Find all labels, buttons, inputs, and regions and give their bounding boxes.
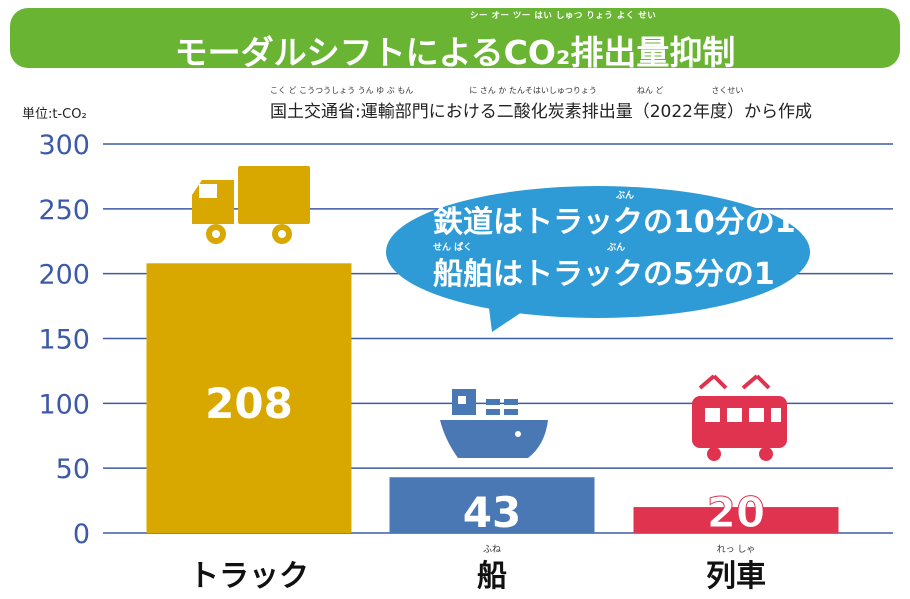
source-ruby: こく ど こうつうしょう うん ゆ ぶ もん に さん か たんそはいしゅつりょ… [270,86,744,95]
data-labels: 208 43 20 [205,379,766,537]
bar [633,507,839,533]
callout-line-1: 鉄道はトラックの10分の1 [433,205,796,240]
category-label: トラック [189,559,309,594]
bars [146,263,839,533]
data-label: 208 [205,379,293,428]
category-label: 列車 [706,559,766,594]
y-tick-label: 200 [38,260,90,291]
bar [146,263,352,533]
callout-line-2: 船舶はトラックの5分の1 [433,257,775,292]
y-tick-label: 300 [38,130,90,161]
chart-title: モーダルシフトによるCO₂排出量抑制 [174,33,736,72]
y-tick-label: 0 [73,519,90,550]
icons [192,166,787,461]
source-note: 国土交通省:運輸部門における二酸化炭素排出量（2022年度）から作成 [270,102,812,122]
y-tick-label: 250 [38,195,90,226]
bar [389,477,595,533]
title-ruby: シー オー ツー はい しゅつ りょう よく せい [470,11,657,21]
y-tick-labels: 0 50 100 150 200 250 300 [38,130,90,550]
callout-ruby-2: せん ぱく ぶん [433,241,625,253]
title-banner: モーダルシフトによるCO₂排出量抑制 [10,8,900,72]
y-tick-label: 100 [38,389,90,420]
truck-icon [192,166,310,244]
category-ruby: れっ しゃ [717,544,756,555]
train-icon [692,374,787,461]
ship-icon [440,389,548,458]
y-tick-label: 50 [56,454,90,485]
callout-bubble: てつ どう ぶん 鉄道はトラックの10分の1 せん ぱく ぶん 船舶はトラックの… [386,186,810,332]
category-label: 船 [477,559,507,594]
data-label: 20 [707,488,765,537]
y-axis-unit: 単位:t-CO₂ [22,107,87,122]
category-ruby: ふね [483,544,501,555]
callout-ruby-1: てつ どう ぶん [433,189,634,201]
data-label: 43 [463,488,521,537]
y-tick-label: 150 [38,325,90,356]
